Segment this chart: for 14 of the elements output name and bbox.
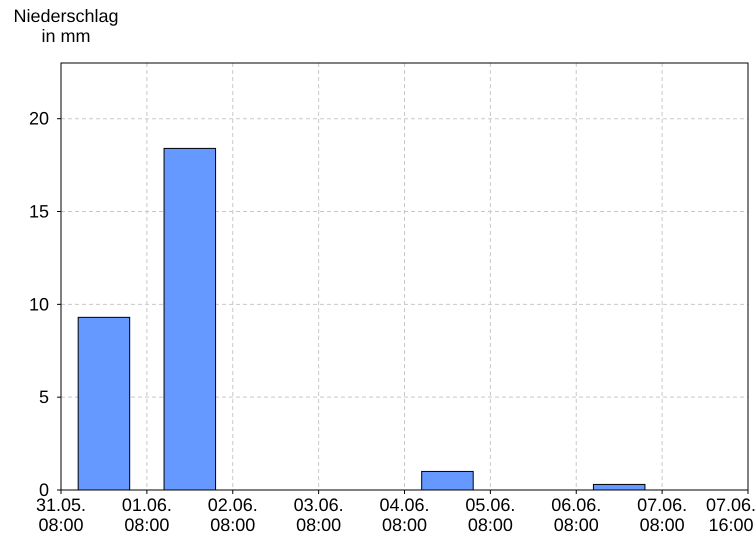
x-tick-label: 03.06. 08:00 [294, 495, 344, 535]
y-tick-label: 5 [38, 387, 49, 408]
y-tick-label: 15 [28, 202, 49, 222]
x-tick-label: 06.06. 08:00 [551, 495, 602, 535]
x-tick-label: 07.06. 08:00 [637, 495, 688, 535]
x-tick-label: 01.06. 08:00 [122, 495, 172, 535]
x-tick-label: 02.06. 08:00 [208, 495, 258, 535]
x-tick-label: 04.06. 08:00 [379, 495, 430, 535]
x-tick-label: 31.05. 08:00 [36, 495, 86, 535]
x-tick-label: 05.06. 08:00 [465, 495, 516, 535]
x-tick-label: 07.06. 16:00 [706, 495, 756, 535]
y-axis-title: Niederschlag in mm [13, 6, 119, 46]
y-tick-label: 20 [28, 108, 49, 129]
y-tick-label: 10 [28, 294, 49, 314]
